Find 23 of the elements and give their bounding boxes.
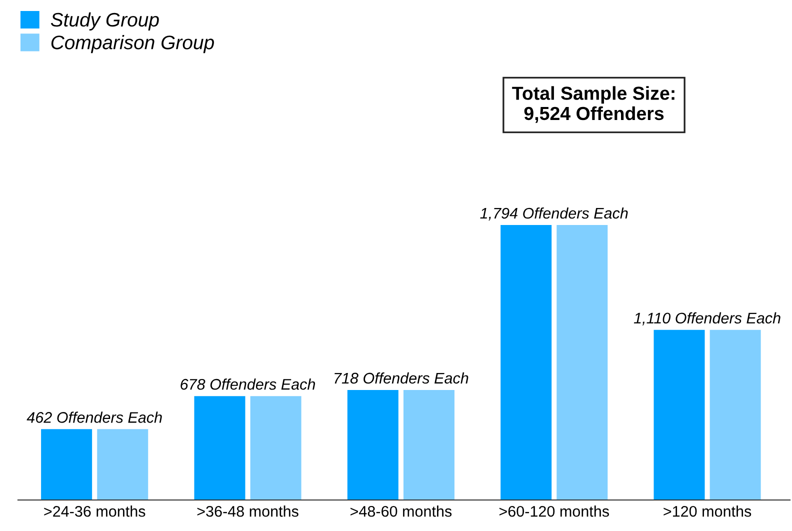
legend-label: Study Group xyxy=(50,12,159,30)
bar xyxy=(41,429,92,500)
x-tick-label: >24-36 months xyxy=(44,506,146,517)
x-tick-label: >120 months xyxy=(664,506,752,517)
x-tick-label: >36-48 months xyxy=(197,506,298,517)
bar xyxy=(403,390,454,500)
bar xyxy=(500,225,552,500)
text: Total Sample Size: 9,524 Offenders xyxy=(512,86,674,123)
data-label: 462 Offenders Each xyxy=(26,412,162,423)
bar xyxy=(97,429,148,500)
data-label: 1,110 Offenders Each xyxy=(634,312,780,326)
bar xyxy=(194,396,246,500)
bar xyxy=(654,330,705,500)
data-label: 718 Offenders Each xyxy=(334,372,468,384)
x-tick-label: >60-120 months xyxy=(499,506,609,517)
x-tick-label: >48-60 months xyxy=(350,506,452,517)
bar xyxy=(347,390,398,500)
data-label: 678 Offenders Each xyxy=(180,378,316,390)
bar xyxy=(250,396,302,500)
bar xyxy=(556,225,608,500)
data-label: 1,794 Offenders Each xyxy=(480,207,628,220)
legend-label: Comparison Group xyxy=(51,35,214,54)
bar xyxy=(710,330,761,500)
